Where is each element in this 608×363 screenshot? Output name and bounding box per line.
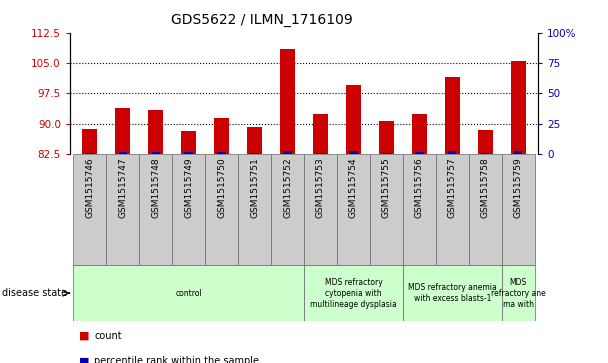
Bar xyxy=(313,114,328,154)
Text: MDS
refractory ane
ma with: MDS refractory ane ma with xyxy=(491,278,545,309)
Text: GSM1515759: GSM1515759 xyxy=(514,158,523,219)
Bar xyxy=(502,154,535,265)
Bar xyxy=(382,153,390,154)
Bar xyxy=(82,129,97,154)
Bar xyxy=(412,114,427,154)
Text: GSM1515747: GSM1515747 xyxy=(118,158,127,218)
Bar xyxy=(379,121,394,154)
Bar xyxy=(73,265,304,321)
Bar xyxy=(148,110,163,154)
Bar xyxy=(247,127,262,154)
Bar xyxy=(205,154,238,265)
Bar xyxy=(151,152,160,154)
Text: percentile rank within the sample: percentile rank within the sample xyxy=(94,356,259,363)
Bar xyxy=(214,118,229,154)
Bar xyxy=(218,152,226,154)
Text: disease state: disease state xyxy=(2,288,67,298)
Text: GSM1515748: GSM1515748 xyxy=(151,158,160,218)
Bar xyxy=(415,152,424,154)
Bar xyxy=(445,77,460,154)
Bar xyxy=(502,265,535,321)
Bar xyxy=(481,153,489,154)
Bar xyxy=(350,151,358,154)
Bar xyxy=(346,85,361,154)
Text: GSM1515757: GSM1515757 xyxy=(448,158,457,219)
Text: ■: ■ xyxy=(79,331,89,341)
Text: GSM1515750: GSM1515750 xyxy=(217,158,226,219)
Text: GSM1515756: GSM1515756 xyxy=(415,158,424,219)
Bar xyxy=(514,151,522,154)
Text: GDS5622 / ILMN_1716109: GDS5622 / ILMN_1716109 xyxy=(171,13,352,27)
Text: control: control xyxy=(175,289,202,298)
Text: MDS refractory
cytopenia with
multilineage dysplasia: MDS refractory cytopenia with multilinea… xyxy=(310,278,397,309)
Bar xyxy=(106,154,139,265)
Text: GSM1515755: GSM1515755 xyxy=(382,158,391,219)
Bar xyxy=(181,131,196,154)
Bar xyxy=(469,154,502,265)
Bar xyxy=(238,154,271,265)
Text: GSM1515751: GSM1515751 xyxy=(250,158,259,219)
Bar xyxy=(280,49,295,154)
Bar xyxy=(403,265,502,321)
Bar xyxy=(73,154,106,265)
Bar xyxy=(511,61,526,154)
Text: ■: ■ xyxy=(79,356,89,363)
Bar xyxy=(478,130,492,154)
Bar xyxy=(184,152,193,154)
Bar xyxy=(172,154,205,265)
Text: count: count xyxy=(94,331,122,341)
Bar xyxy=(448,151,457,154)
Text: GSM1515746: GSM1515746 xyxy=(85,158,94,218)
Bar xyxy=(337,154,370,265)
Bar xyxy=(139,154,172,265)
Text: GSM1515753: GSM1515753 xyxy=(316,158,325,219)
Bar xyxy=(271,154,304,265)
Text: GSM1515752: GSM1515752 xyxy=(283,158,292,218)
Bar xyxy=(304,265,403,321)
Text: GSM1515754: GSM1515754 xyxy=(349,158,358,218)
Text: GSM1515758: GSM1515758 xyxy=(481,158,490,219)
Bar xyxy=(250,153,258,154)
Bar xyxy=(436,154,469,265)
Text: MDS refractory anemia
with excess blasts-1: MDS refractory anemia with excess blasts… xyxy=(408,283,497,303)
Text: GSM1515749: GSM1515749 xyxy=(184,158,193,218)
Bar xyxy=(116,108,130,154)
Bar xyxy=(316,153,325,154)
Bar xyxy=(119,152,127,154)
Bar xyxy=(86,153,94,154)
Bar xyxy=(370,154,403,265)
Bar xyxy=(283,151,292,154)
Bar xyxy=(304,154,337,265)
Bar xyxy=(403,154,436,265)
